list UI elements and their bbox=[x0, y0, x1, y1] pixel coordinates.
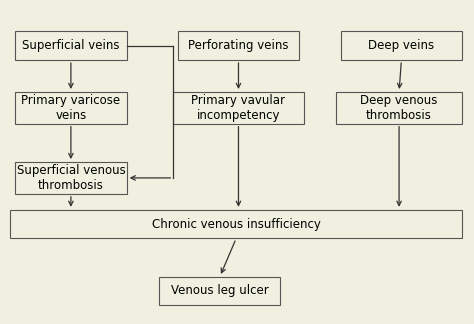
FancyBboxPatch shape bbox=[15, 31, 127, 60]
Text: Perforating veins: Perforating veins bbox=[188, 39, 289, 52]
Text: Deep venous
thrombosis: Deep venous thrombosis bbox=[360, 94, 438, 122]
FancyBboxPatch shape bbox=[15, 162, 127, 194]
FancyBboxPatch shape bbox=[336, 92, 462, 124]
FancyBboxPatch shape bbox=[173, 92, 304, 124]
FancyBboxPatch shape bbox=[341, 31, 462, 60]
FancyBboxPatch shape bbox=[10, 210, 462, 238]
Text: Chronic venous insufficiency: Chronic venous insufficiency bbox=[152, 218, 320, 231]
FancyBboxPatch shape bbox=[15, 92, 127, 124]
Text: Venous leg ulcer: Venous leg ulcer bbox=[171, 284, 269, 297]
FancyBboxPatch shape bbox=[159, 277, 280, 305]
Text: Superficial veins: Superficial veins bbox=[22, 39, 119, 52]
Text: Primary varicose
veins: Primary varicose veins bbox=[21, 94, 120, 122]
Text: Superficial venous
thrombosis: Superficial venous thrombosis bbox=[17, 164, 125, 192]
Text: Primary vavular
incompetency: Primary vavular incompetency bbox=[191, 94, 285, 122]
FancyBboxPatch shape bbox=[178, 31, 299, 60]
Text: Deep veins: Deep veins bbox=[368, 39, 435, 52]
